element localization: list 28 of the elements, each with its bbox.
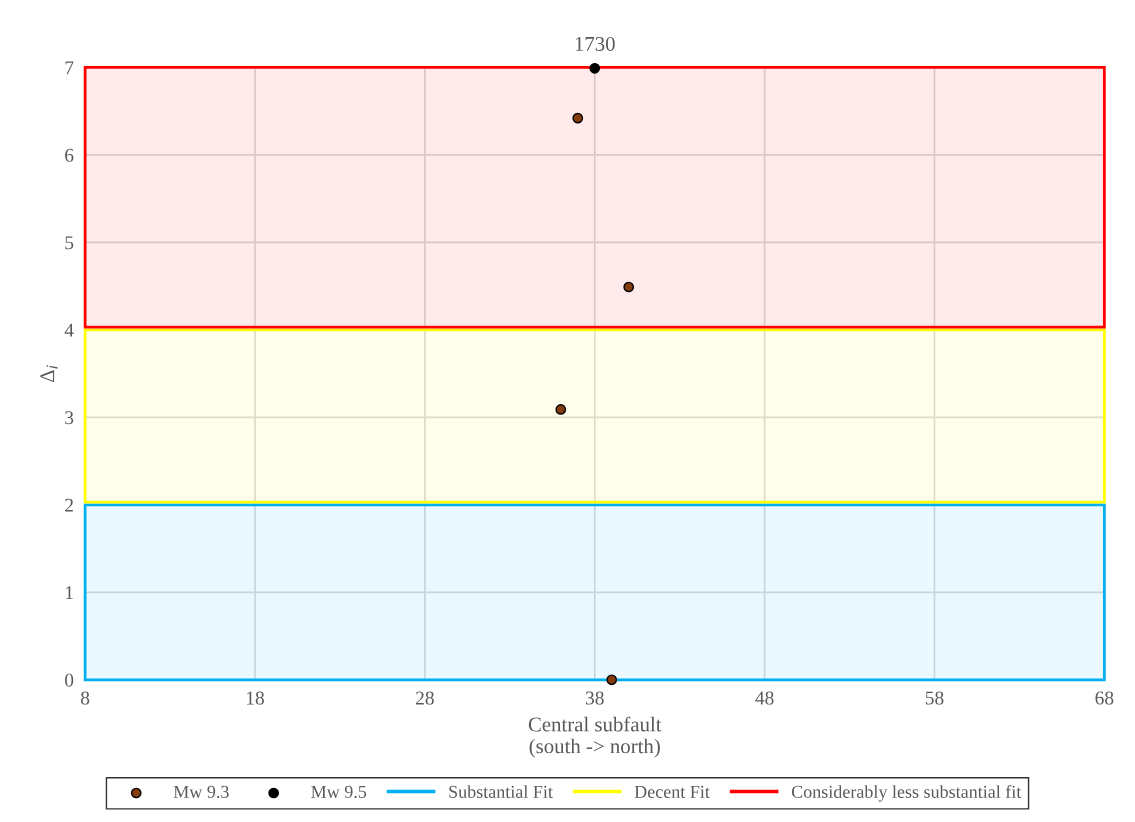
y-tick-label: 4 (64, 323, 74, 337)
y-tick-label: 7 (65, 61, 74, 75)
y-tick-label: 1 (66, 586, 73, 600)
x-tick-label: 58 (925, 691, 944, 705)
x-tick-label: 68 (1095, 691, 1114, 705)
legend-label: Substantial Fit (449, 785, 553, 798)
legend-label: Mw 9.3 (173, 785, 229, 798)
point (589, 62, 601, 74)
y-tick-label: 6 (65, 148, 74, 162)
point (623, 281, 635, 293)
y-tick-label: 2 (65, 498, 73, 512)
x-tick-label: 28 (416, 691, 434, 705)
legend-label: Mw 9.5 (311, 785, 367, 798)
y-tick-label: 0 (65, 673, 74, 687)
point (606, 674, 618, 686)
y-tick-label: 3 (65, 411, 74, 425)
x-axis-title: Central subfault (south -> north) (528, 716, 662, 758)
x-tick-label: 18 (246, 691, 264, 705)
point (572, 112, 584, 124)
legend-label: Decent Fit (634, 785, 710, 798)
point (555, 404, 567, 415)
y-axis-title: Δ$_{i}$ (40, 365, 58, 382)
chart-title: 1730 (575, 36, 615, 51)
x-tick-label: 38 (585, 691, 604, 705)
legend-label: Considerably less substantial fit (791, 785, 1022, 802)
x-tick-label: 48 (755, 691, 774, 705)
x-tick-label: 8 (81, 691, 90, 705)
y-tick-label: 5 (65, 236, 74, 250)
